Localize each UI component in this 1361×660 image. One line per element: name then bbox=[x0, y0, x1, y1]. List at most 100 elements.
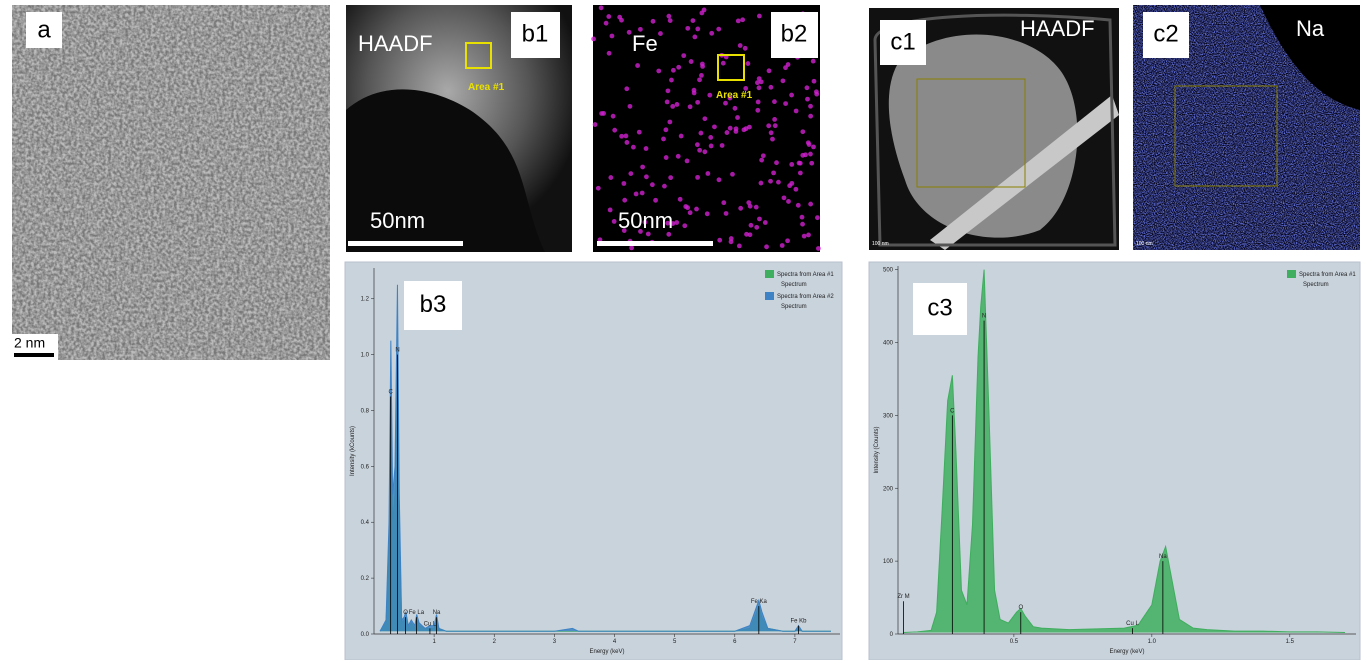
fe-dot bbox=[805, 140, 811, 146]
fe-dot bbox=[597, 237, 603, 243]
fe-dot bbox=[697, 147, 703, 153]
x-axis-title: Energy (keV) bbox=[1109, 649, 1144, 655]
y-tick-label: 0.6 bbox=[361, 464, 370, 470]
fe-dot bbox=[666, 231, 672, 237]
x-tick-label: 5 bbox=[673, 639, 677, 645]
legend-label: Spectra from Area #1 bbox=[777, 272, 834, 278]
fe-dot bbox=[787, 183, 793, 189]
fe-dot bbox=[694, 206, 699, 212]
peak-label: Cu L bbox=[424, 621, 437, 627]
fe-dot bbox=[772, 123, 778, 129]
fe-dot bbox=[670, 67, 676, 73]
peak-label: Fe La bbox=[409, 610, 425, 616]
fe-dot bbox=[599, 111, 605, 116]
fe-dot bbox=[682, 223, 688, 229]
area-box bbox=[717, 54, 745, 81]
fe-dot bbox=[793, 108, 799, 114]
fe-dot bbox=[728, 236, 734, 241]
fe-dot bbox=[645, 231, 651, 237]
fe-dot bbox=[684, 158, 690, 164]
y-tick-label: 400 bbox=[883, 341, 894, 347]
peak-label: Fe Ka bbox=[751, 599, 768, 605]
fe-dot bbox=[764, 244, 769, 250]
panel-b1: HAADF Area #1 b1 50nm bbox=[346, 5, 572, 252]
y-tick-label: 100 bbox=[883, 559, 894, 565]
fe-dot bbox=[622, 197, 628, 203]
fe-dot bbox=[723, 100, 728, 106]
peak-label: Na bbox=[1159, 554, 1167, 560]
fe-dot bbox=[800, 221, 805, 227]
fe-dot bbox=[720, 60, 726, 66]
legend-swatch bbox=[1287, 270, 1296, 278]
label-box bbox=[913, 283, 967, 335]
fe-dot bbox=[698, 130, 704, 136]
fe-dot bbox=[606, 14, 612, 19]
fe-dot bbox=[591, 36, 596, 42]
fe-dot bbox=[640, 164, 646, 170]
fe-dot bbox=[747, 232, 753, 238]
scale-bar bbox=[14, 353, 54, 357]
fe-dot bbox=[691, 87, 697, 93]
fe-dot bbox=[723, 211, 729, 216]
fe-dot bbox=[746, 200, 752, 206]
fe-dot bbox=[685, 205, 691, 211]
x-tick-label: 0.5 bbox=[1010, 639, 1019, 645]
fe-dot bbox=[735, 115, 740, 120]
fe-dot bbox=[736, 243, 742, 249]
fe-dot bbox=[727, 125, 733, 131]
legend-label: Spectra from Area #1 bbox=[1299, 272, 1356, 278]
fe-dot bbox=[756, 85, 762, 91]
scale-text: 100 nm bbox=[872, 241, 889, 247]
fe-dot bbox=[619, 17, 624, 23]
peak-label: C bbox=[950, 408, 955, 414]
fe-dot bbox=[716, 177, 722, 183]
fe-dot bbox=[610, 113, 616, 119]
fe-dot bbox=[608, 175, 614, 180]
panel-label: b2 bbox=[781, 20, 808, 47]
fe-dot bbox=[762, 220, 768, 225]
fe-dot bbox=[797, 170, 803, 176]
fe-dot bbox=[598, 5, 604, 11]
fe-dot bbox=[768, 130, 774, 136]
fe-dot bbox=[653, 197, 658, 203]
fe-dot bbox=[740, 17, 746, 23]
fe-dot bbox=[685, 25, 691, 31]
fe-dot bbox=[815, 246, 821, 251]
fe-dot bbox=[702, 116, 708, 122]
fe-dot bbox=[719, 143, 725, 148]
peak-label: C bbox=[388, 390, 393, 396]
fe-dot bbox=[738, 205, 744, 211]
fe-dot bbox=[658, 31, 663, 36]
scale-text: 100 nm bbox=[1136, 241, 1153, 247]
fe-dot bbox=[779, 243, 785, 248]
spectrum bbox=[379, 284, 831, 632]
fe-dot bbox=[755, 107, 761, 113]
fe-dot bbox=[626, 29, 632, 35]
y-tick-label: 1.0 bbox=[361, 353, 370, 359]
fe-dot bbox=[747, 124, 752, 130]
panel-label: c2 bbox=[1153, 20, 1178, 47]
fe-dot bbox=[670, 103, 676, 109]
fe-dot bbox=[609, 33, 615, 39]
fe-dot bbox=[800, 152, 806, 158]
fe-dot bbox=[772, 116, 778, 122]
fe-dot bbox=[756, 13, 762, 19]
fe-dot bbox=[694, 142, 700, 148]
label-box bbox=[1143, 12, 1189, 58]
fe-dot bbox=[781, 195, 787, 201]
fe-dot bbox=[805, 96, 810, 102]
fe-dot bbox=[760, 153, 766, 159]
legend-description: Spectrum bbox=[1303, 282, 1329, 288]
fe-dot bbox=[783, 65, 788, 71]
fe-dot bbox=[796, 160, 802, 166]
y-tick-label: 500 bbox=[883, 268, 894, 274]
fe-dot bbox=[699, 72, 704, 78]
fe-dot bbox=[661, 136, 666, 142]
fe-dot bbox=[690, 18, 696, 24]
scale-text: 50nm bbox=[618, 208, 673, 233]
fe-dot bbox=[621, 181, 627, 186]
legend-description: Spectrum bbox=[781, 282, 807, 288]
fe-dot bbox=[668, 175, 674, 181]
peak-label: O bbox=[403, 610, 408, 616]
